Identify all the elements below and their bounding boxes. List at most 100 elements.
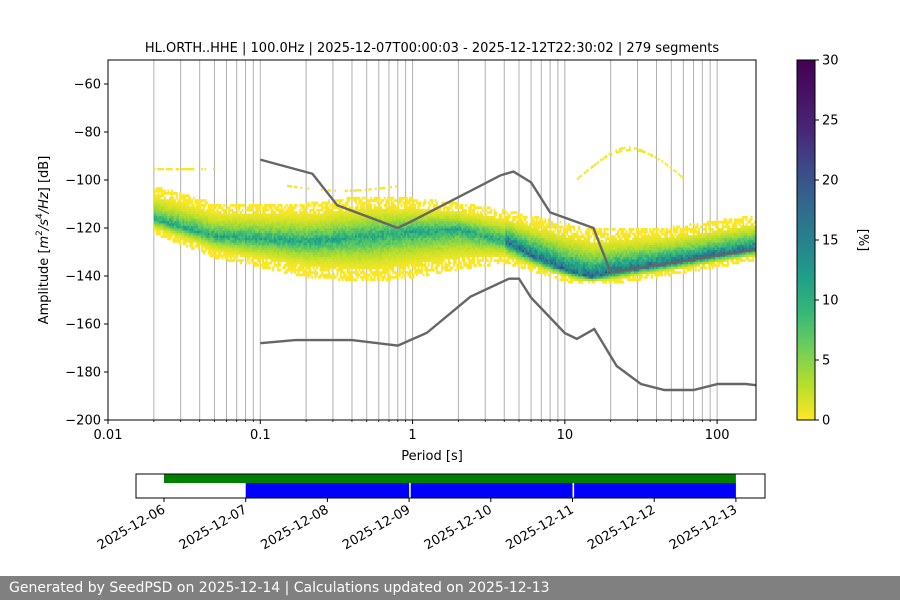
heatmap-cell: [218, 206, 221, 210]
heatmap-cell: [314, 271, 317, 274]
heatmap-cell: [419, 240, 422, 243]
heatmap-cell: [346, 249, 349, 253]
heatmap-cell: [378, 218, 381, 222]
heatmap-cell: [202, 252, 205, 255]
heatmap-cell: [378, 273, 381, 277]
heatmap-cell: [398, 264, 401, 267]
heatmap-cell: [280, 232, 283, 236]
heatmap-cell: [197, 235, 200, 238]
heatmap-cell: [425, 220, 428, 224]
heatmap-cell: [429, 247, 432, 250]
heatmap-cell: [398, 201, 401, 205]
heatmap-cell: [412, 225, 415, 229]
heatmap-cell: [437, 235, 440, 238]
heatmap-cell: [184, 240, 187, 243]
heatmap-cell: [329, 223, 332, 226]
heatmap-cell: [398, 216, 401, 219]
heatmap-cell: [454, 259, 457, 262]
heatmap-cell: [305, 223, 308, 226]
heatmap-cell: [456, 237, 459, 241]
heatmap-cell: [265, 216, 268, 219]
heatmap-cell: [329, 276, 332, 279]
heatmap-cell: [262, 247, 265, 250]
heatmap-cell: [268, 213, 271, 217]
heatmap-cell: [427, 237, 430, 241]
heatmap-cell: [351, 247, 354, 250]
heatmap-cell: [331, 218, 334, 222]
heatmap-cell: [305, 235, 308, 238]
heatmap-cell: [441, 216, 444, 219]
heatmap-cell: [179, 242, 182, 246]
heatmap-cell: [382, 218, 385, 222]
heatmap-cell: [373, 196, 376, 200]
heatmap-cell: [351, 237, 354, 241]
heatmap-cell: [349, 273, 352, 277]
heatmap-cell: [177, 199, 180, 202]
heatmap-cell: [449, 225, 452, 229]
heatmap-cell: [431, 237, 434, 241]
heatmap-cell: [322, 249, 325, 253]
heatmap-cell: [334, 206, 337, 210]
heatmap-cell: [375, 199, 378, 202]
heatmap-cell: [356, 266, 359, 270]
heatmap-cell: [250, 218, 253, 222]
heatmap-cell: [206, 218, 209, 222]
heatmap-cell: [424, 268, 427, 272]
heatmap-cell: [405, 199, 408, 202]
heatmap-cell: [366, 249, 369, 253]
heatmap-cell: [290, 266, 293, 270]
heatmap-cell: [218, 216, 221, 219]
heatmap-cell: [349, 264, 352, 267]
heatmap-cell: [343, 273, 346, 277]
heatmap-cell: [349, 242, 352, 246]
heatmap-cell: [199, 240, 202, 243]
heatmap-cell: [185, 194, 188, 198]
heatmap-cell: [314, 220, 317, 224]
heatmap-cell: [158, 199, 161, 202]
heatmap-cell: [258, 216, 261, 219]
heatmap-cell: [224, 230, 227, 234]
heatmap-cell: [238, 206, 241, 210]
heatmap-cell: [360, 244, 363, 248]
heatmap-cell: [380, 240, 383, 243]
heatmap-cell: [338, 228, 341, 231]
heatmap-cell: [192, 220, 195, 224]
heatmap-cell: [214, 230, 217, 234]
heatmap-cell: [353, 218, 356, 222]
heatmap-cell: [290, 220, 293, 224]
heatmap-cell: [162, 218, 165, 222]
heatmap-cell: [307, 271, 310, 274]
heatmap-cell: [346, 244, 349, 248]
heatmap-cell: [429, 208, 432, 212]
heatmap-cell: [231, 218, 234, 222]
heatmap-cell: [353, 213, 356, 217]
heatmap-cell: [238, 240, 241, 243]
heatmap-cell: [368, 261, 371, 265]
heatmap-cell: [378, 216, 381, 219]
heatmap-cell: [256, 259, 259, 262]
heatmap-cell: [334, 228, 337, 231]
heatmap-cell: [436, 264, 439, 267]
heatmap-cell: [393, 271, 396, 274]
heatmap-cell: [464, 220, 467, 224]
heatmap-cell: [404, 247, 406, 250]
heatmap-cell: [424, 242, 427, 246]
heatmap-cell: [258, 235, 261, 238]
heatmap-cell: [471, 235, 474, 238]
heatmap-cell: [285, 213, 288, 217]
heatmap-cell: [172, 230, 175, 234]
heatmap-cell: [285, 261, 288, 265]
heatmap-cell: [419, 252, 422, 255]
heatmap-cell: [228, 228, 231, 231]
heatmap-cell: [388, 256, 391, 260]
heatmap-cell: [275, 244, 278, 248]
heatmap-cell: [170, 208, 173, 212]
heatmap-cell: [336, 240, 339, 243]
heatmap-cell: [287, 225, 290, 229]
heatmap-cell: [387, 196, 390, 200]
heatmap-cell: [206, 211, 209, 214]
heatmap-cell: [265, 254, 268, 258]
heatmap-cell: [251, 208, 254, 212]
heatmap-cell: [387, 256, 390, 260]
heatmap-cell: [192, 218, 195, 222]
